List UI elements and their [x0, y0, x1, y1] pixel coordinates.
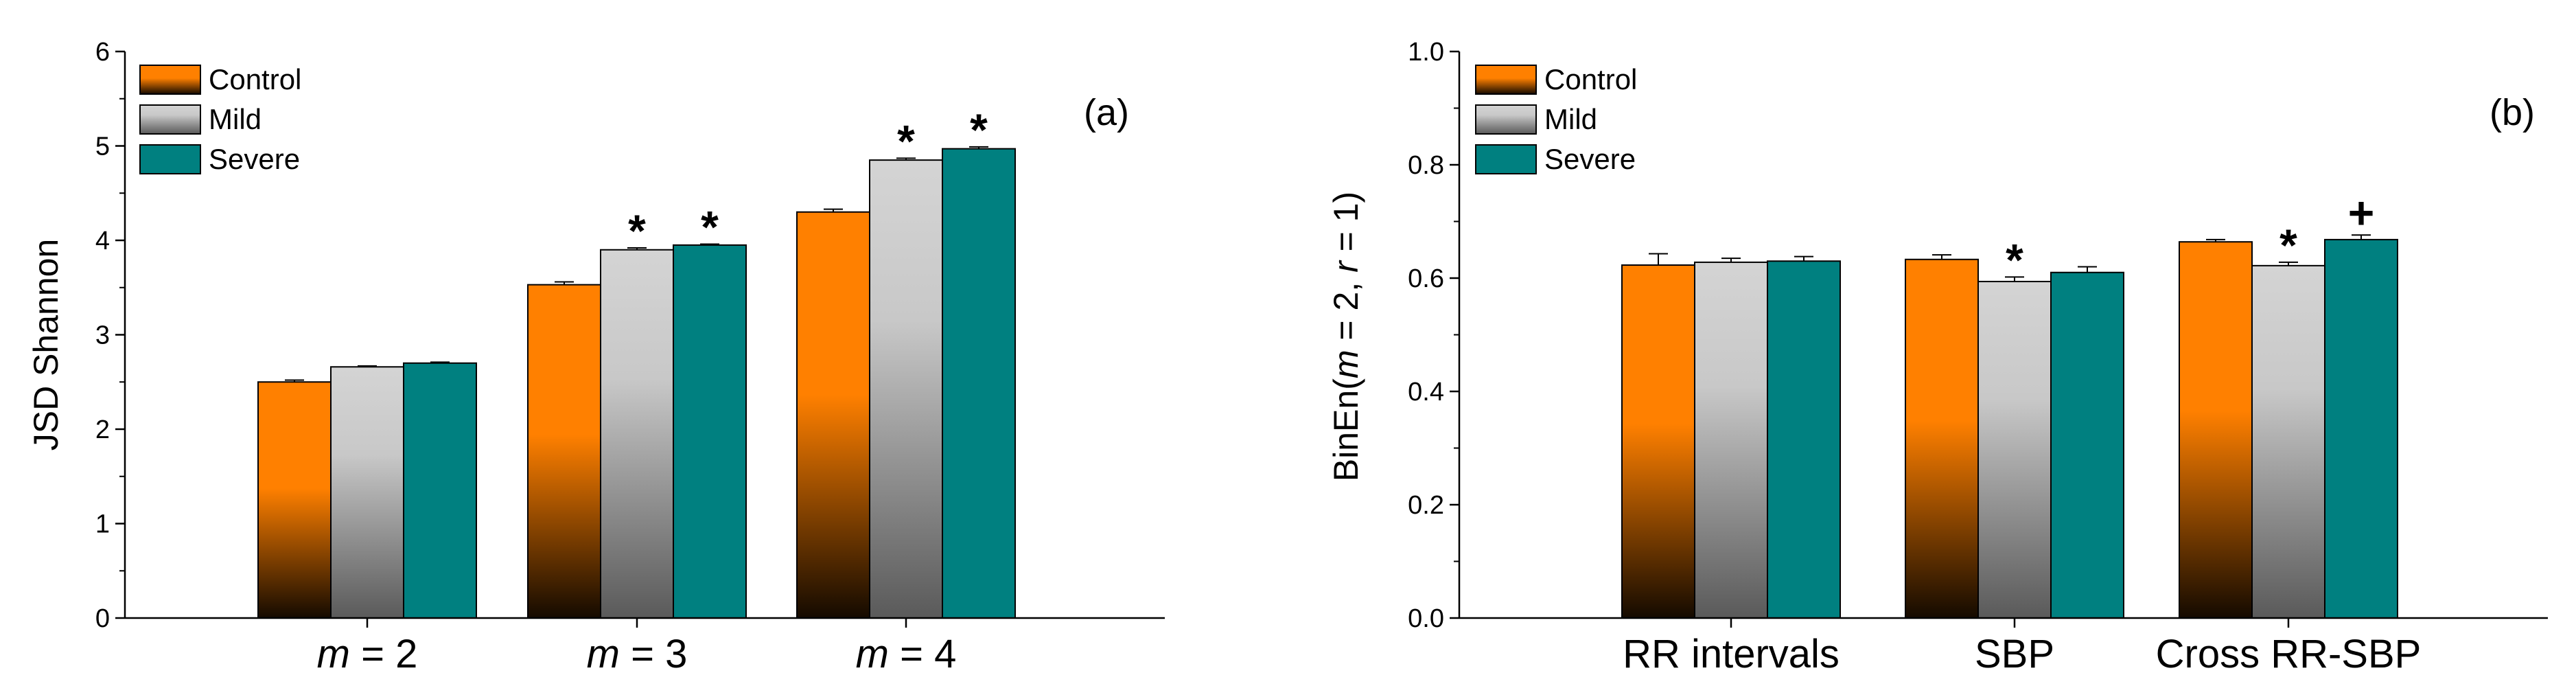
panel-a-category-labels: m = 2 m = 3 m = 4: [317, 632, 957, 676]
legend-label-control: Control: [1544, 63, 1637, 95]
y-tick-label: 0.4: [1408, 378, 1444, 407]
y-tick-label: 4: [95, 227, 110, 255]
y-tick-label: 6: [95, 38, 110, 67]
y-tick-label: 3: [95, 321, 110, 350]
x-category-label: SBP: [1975, 632, 2054, 676]
panel-b-tick-labels: 0.0 0.2 0.4 0.6 0.8 1.0: [1408, 38, 1444, 633]
panel-b-axes: [1450, 50, 2548, 628]
significance-marker: *: [2006, 234, 2023, 285]
legend-label-mild: Mild: [1544, 103, 1597, 135]
bar-severe-1: [673, 244, 747, 619]
legend-label-severe: Severe: [1544, 143, 1636, 175]
panel-a-bars: * * * *: [257, 104, 1016, 619]
bar-mild-0: [330, 366, 404, 619]
panel-b-tag: (b): [2490, 92, 2535, 133]
panel-a-legend: Control Mild Severe: [139, 63, 301, 175]
y-tick-label: 0.6: [1408, 264, 1444, 293]
panel-a-y-axis-label: JSD Shannon: [27, 239, 65, 451]
bar-control-1: [1905, 258, 1979, 619]
x-category-label: m = 3: [587, 632, 688, 676]
significance-marker: *: [2279, 220, 2297, 271]
significance-marker: *: [628, 205, 646, 256]
bar-severe-2: [2324, 238, 2398, 619]
y-tick-label: 0.2: [1408, 491, 1444, 520]
significance-marker: +: [2348, 187, 2375, 238]
legend-swatch-severe: [139, 144, 201, 174]
legend-swatch-mild: [1475, 104, 1537, 135]
bar-severe-0: [1767, 260, 1841, 619]
bar-severe-2: [942, 148, 1016, 619]
bar-severe-0: [403, 362, 477, 619]
legend-swatch-control: [139, 65, 201, 95]
panel-b-bars: * * +: [1621, 187, 2398, 619]
panel-a-axes: [115, 50, 1165, 628]
x-category-label: Cross RR-SBP: [2156, 632, 2422, 676]
legend-label-severe: Severe: [209, 143, 300, 175]
y-tick-label: 1.0: [1408, 38, 1444, 67]
bar-control-2: [796, 211, 870, 619]
legend-label-mild: Mild: [209, 103, 262, 135]
bar-mild-1: [1977, 280, 2052, 619]
legend-swatch-control: [1475, 65, 1537, 95]
bar-severe-1: [2050, 271, 2124, 619]
bar-control-0: [257, 381, 332, 619]
significance-marker: *: [970, 104, 988, 155]
y-tick-label: 0.8: [1408, 151, 1444, 180]
x-category-label: m = 2: [317, 632, 418, 676]
bar-control-0: [1621, 264, 1695, 619]
y-tick-label: 0: [95, 604, 110, 633]
bar-mild-1: [600, 249, 674, 619]
x-category-label: RR intervals: [1623, 632, 1840, 676]
bar-control-1: [527, 284, 601, 619]
panel-b-legend: Control Mild Severe: [1475, 63, 1637, 175]
bar-mild-0: [1694, 261, 1768, 619]
x-category-label: m = 4: [856, 632, 957, 676]
significance-marker: *: [897, 115, 915, 166]
y-tick-label: 5: [95, 133, 110, 161]
panel-b-chart: * * + 0.0 0.2 0.4 0.6 0.8 1.0 RR intervals SBP Cr…: [1327, 38, 2548, 676]
panel-a-tick-labels: 0 1 2 3 4 5 6: [95, 38, 110, 633]
y-tick-label: 1: [95, 510, 110, 539]
bar-mild-2: [869, 159, 943, 619]
legend-label-control: Control: [209, 63, 301, 95]
y-tick-label: 0.0: [1408, 604, 1444, 633]
legend-swatch-severe: [1475, 144, 1537, 174]
bar-mild-2: [2251, 264, 2325, 619]
legend-swatch-mild: [139, 104, 201, 135]
panel-b-y-axis-label: BinEn(m = 2, r = 1): [1327, 192, 1365, 481]
significance-marker: *: [701, 202, 719, 253]
panel-a-tag: (a): [1084, 92, 1129, 133]
panel-b-category-labels: RR intervals SBP Cross RR-SBP: [1623, 632, 2421, 676]
y-tick-label: 2: [95, 415, 110, 444]
panel-a-chart: * * * * 0 1 2 3 4 5 6 m = 2 m = 3 m = 4 JSD Shannon…: [27, 38, 1165, 676]
bar-control-2: [2179, 241, 2253, 619]
